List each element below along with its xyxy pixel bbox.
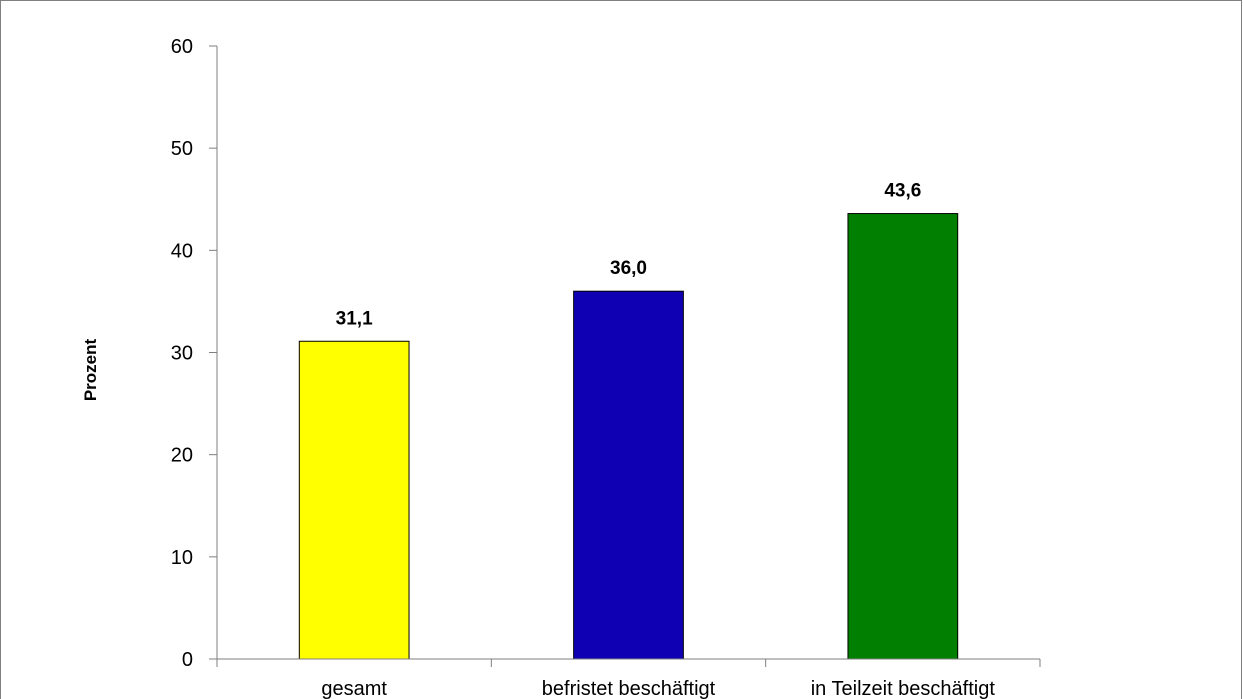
y-tick-label: 60 [171,36,193,58]
x-category-label: gesamt [321,678,387,699]
y-tick-label: 30 [171,343,193,365]
y-tick-label: 10 [171,547,193,569]
bar [298,340,410,660]
x-axis: gesamt befristet beschäftigt in Teilzeit b… [216,658,1041,699]
bar [847,213,959,660]
y-tick-label: 50 [171,138,193,160]
y-tick-label: 0 [182,649,193,671]
data-label: 31,1 [336,308,373,329]
x-category-label: in Teilzeit beschäftigt [811,678,996,699]
y-axis-title: Prozent [81,338,100,401]
y-tick-label: 40 [171,240,193,262]
data-label: 36,0 [610,258,647,279]
y-tick-label: 20 [171,445,193,467]
x-category-label: befristet beschäftigt [542,678,716,699]
bar [573,290,684,660]
y-axis: 0 10 20 30 40 50 60 [171,36,218,671]
bars-group: 31,1 36,0 43,6 [298,181,959,660]
data-label: 43,6 [884,181,921,202]
